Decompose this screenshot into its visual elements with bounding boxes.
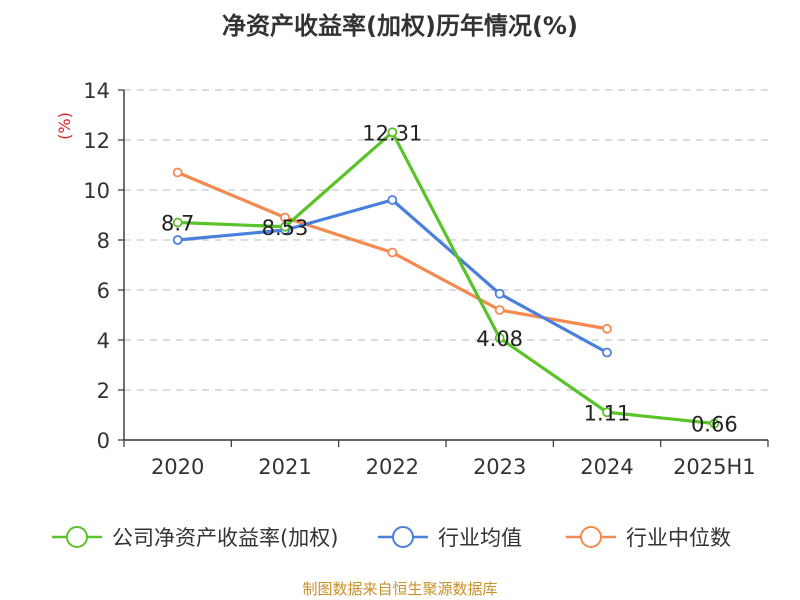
series-line	[177, 198, 608, 354]
chart-title: 净资产收益率(加权)历年情况(%)	[222, 12, 578, 40]
data-point	[172, 167, 183, 178]
x-tick-label: 2025H1	[673, 455, 756, 479]
data-point	[494, 333, 505, 343]
x-tick-label: 2022	[366, 455, 419, 479]
y-tick-label: 0	[97, 429, 110, 453]
data-labels: 8.7 8.53 12.31 4.08 1.11 0.66	[161, 121, 738, 436]
data-label: 4.08	[476, 327, 523, 351]
data-point	[280, 221, 290, 232]
legend-marker	[66, 526, 88, 548]
y-tick-label: 14	[83, 79, 110, 103]
legend-label: 行业中位数	[626, 526, 731, 550]
series	[172, 127, 720, 429]
data-point	[387, 247, 398, 258]
y-axis-label: (%)	[55, 112, 74, 140]
legend: 公司净资产收益率(加权) 行业均值 行业中位数	[52, 526, 731, 550]
legend-marker	[580, 526, 602, 548]
data-label: 12.31	[362, 121, 422, 145]
grid-lines	[124, 89, 768, 391]
x-tick-label: 2024	[580, 455, 633, 479]
data-point	[172, 235, 183, 245]
data-point	[172, 217, 183, 228]
source-note: 制图数据来自恒生聚源数据库	[302, 580, 498, 598]
series-line	[177, 130, 715, 426]
data-point	[494, 288, 505, 299]
x-tick-label: 2021	[258, 455, 311, 479]
legend-label: 公司净资产收益率(加权)	[112, 526, 338, 550]
data-point	[709, 418, 720, 429]
data-label: 8.7	[161, 212, 194, 236]
data-label: 0.66	[691, 413, 738, 437]
data-label: 1.11	[584, 401, 631, 425]
y-tick-label: 6	[97, 279, 110, 303]
data-point	[602, 347, 612, 358]
data-point	[494, 305, 505, 315]
data-point	[280, 212, 290, 223]
y-tick-label: 10	[83, 179, 110, 203]
y-tick-label: 12	[83, 129, 110, 153]
y-tick-label: 2	[97, 379, 110, 403]
data-label: 8.53	[262, 216, 309, 240]
y-tick-label: 4	[97, 329, 110, 353]
axes: 0 2 4 6 8 10 12 14 2020 2021 2022 2023 2024 2025H1	[83, 79, 769, 479]
x-tick-label: 2023	[473, 455, 526, 479]
y-tick-label: 8	[97, 229, 110, 253]
legend-marker	[392, 526, 414, 548]
legend-label: 行业均值	[438, 526, 522, 550]
data-point	[602, 323, 612, 334]
data-point	[387, 127, 398, 138]
data-point	[387, 195, 398, 205]
data-point	[602, 407, 612, 418]
x-tick-label: 2020	[151, 455, 204, 479]
